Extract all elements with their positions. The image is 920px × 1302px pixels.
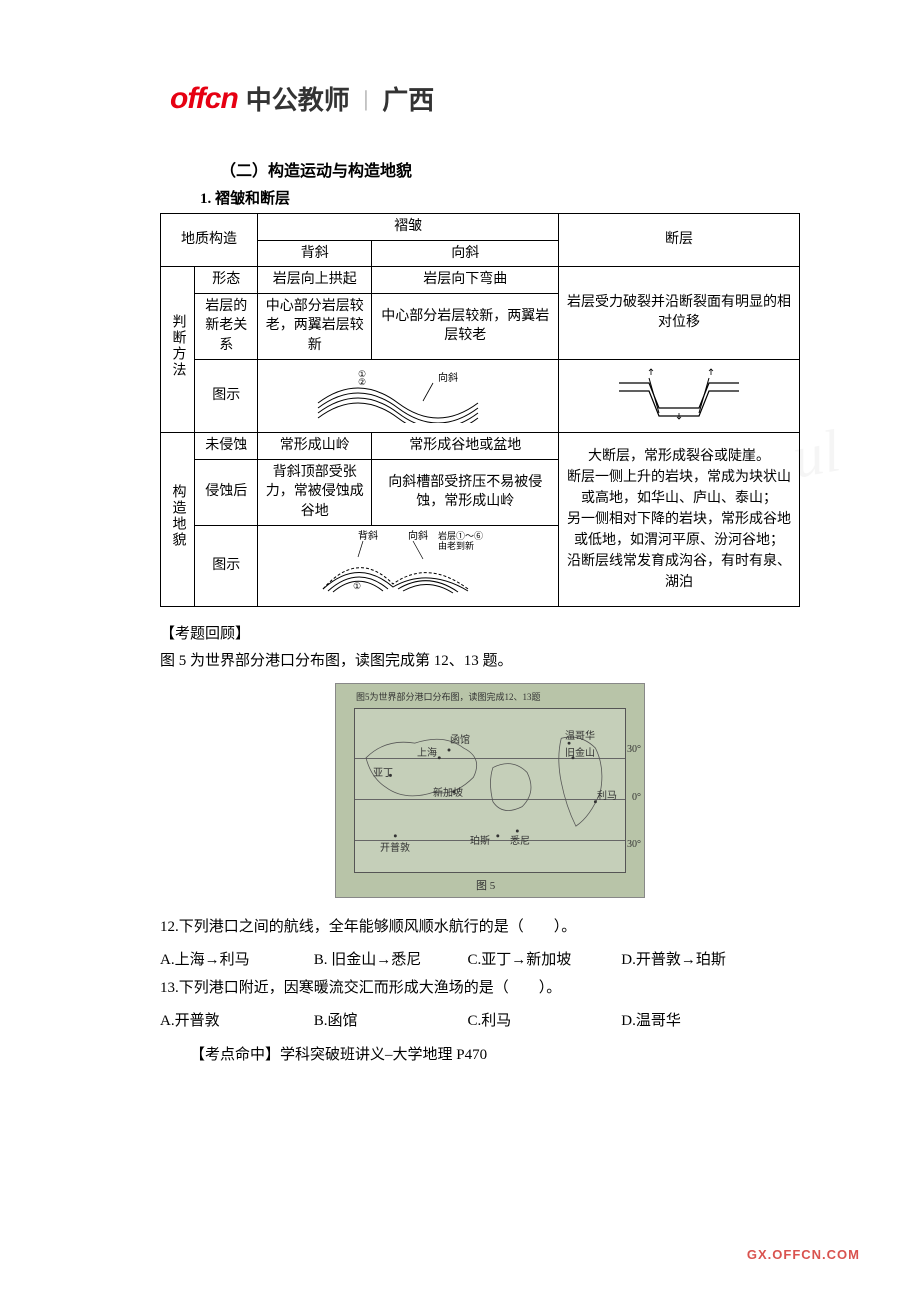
q13-opt-a: A.开普敦 <box>160 1007 310 1036</box>
q13-opt-c: C.利马 <box>468 1007 618 1036</box>
map-intro-text: 图 5 为世界部分港口分布图，读图完成第 12、13 题。 <box>160 649 820 673</box>
th-landform: 构造地貌 <box>168 484 188 548</box>
svg-text:岩层①～⑥: 岩层①～⑥ <box>438 530 483 541</box>
q12-opt-d: D.开普敦→珀斯 <box>621 946 771 975</box>
logo-zhonggong: 中公教师 <box>246 80 350 117</box>
logo-region: 广西 <box>382 80 434 117</box>
cell-fault-landform: 大断层，常形成裂谷或陡崖。 断层一侧上升的岩块，常成为块状山或高地，如华山、庐山… <box>559 433 800 607</box>
th-syncline: 向斜 <box>372 240 559 267</box>
cell-shape-anti: 岩层向上拱起 <box>258 267 372 294</box>
content-area: （二）构造运动与构造地貌 1. 褶皱和断层 地质构造 褶皱 断层 背斜 向斜 判… <box>160 157 820 1064</box>
row-uneroded: 未侵蚀 <box>195 433 258 460</box>
cell-shape-syn: 岩层向下弯曲 <box>372 267 559 294</box>
map-top-text: 图5为世界部分港口分布图，读图完成12、13题 <box>356 690 541 703</box>
th-fault: 断层 <box>559 214 800 267</box>
th-geo-structure: 地质构造 <box>161 214 258 267</box>
footer-url: GX.OFFCN.COM <box>747 1247 860 1262</box>
svg-text:岩层①～④由新到老: 岩层①～④由新到老 <box>378 422 459 423</box>
th-anticline: 背斜 <box>258 240 372 267</box>
fold-diagram-svg: ① ② 向斜 背斜 岩层①～④由新到老 <box>308 363 508 423</box>
svg-text:由老到新: 由老到新 <box>438 540 474 551</box>
q12-opt-a: A.上海→利马 <box>160 946 310 975</box>
cell-eroded-syn: 向斜槽部受挤压不易被侵蚀，常形成山岭 <box>372 459 559 525</box>
hit-text: 【考点命中】学科突破班讲义–大学地理 P470 <box>190 1043 820 1064</box>
cell-age-syn: 中心部分岩层较新，两翼岩层较老 <box>372 293 559 359</box>
cell-eroded-anti: 背斜顶部受张力，常被侵蚀成谷地 <box>258 459 372 525</box>
map-label-xini: 悉尼 <box>510 832 530 847</box>
cell-fold-diagram: ① ② 向斜 背斜 岩层①～④由新到老 <box>258 359 559 433</box>
world-map-figure: 图5为世界部分港口分布图，读图完成12、13题 温哥华 函馆 <box>335 683 645 898</box>
geology-table: 地质构造 褶皱 断层 背斜 向斜 判断方法 形态 岩层向上拱起 岩层向下弯曲 岩… <box>160 213 800 607</box>
cell-age-anti: 中心部分岩层较老，两翼岩层较新 <box>258 293 372 359</box>
question-12-options: A.上海→利马 B. 旧金山→悉尼 C.亚丁→新加坡 D.开普敦→珀斯 <box>160 946 820 975</box>
fault-diagram-svg <box>609 363 749 423</box>
logo-divider: | <box>364 86 368 112</box>
cell-uneroded-anti: 常形成山岭 <box>258 433 372 460</box>
svg-text:背斜: 背斜 <box>348 422 366 423</box>
row-eroded: 侵蚀后 <box>195 459 258 525</box>
fold-diagram-2-svg: 背斜 向斜 岩层①～⑥ 由老到新 ① <box>303 529 513 597</box>
cell-fault-judge: 岩层受力破裂并沿断裂面有明显的相对位移 <box>559 267 800 359</box>
map-caption: 图 5 <box>476 877 495 893</box>
q12-opt-b: B. 旧金山→悉尼 <box>314 946 464 975</box>
logo-offcn: offcn <box>170 82 238 116</box>
map-label-kaipudun: 开普敦 <box>380 839 410 854</box>
review-title: 【考题回顾】 <box>160 622 820 643</box>
svg-text:②: ② <box>358 377 366 387</box>
svg-text:①: ① <box>353 581 361 591</box>
cell-uneroded-syn: 常形成谷地或盆地 <box>372 433 559 460</box>
q13-opt-b: B.函馆 <box>314 1007 464 1036</box>
row-diagram-2: 图示 <box>195 525 258 607</box>
question-13-options: A.开普敦 B.函馆 C.利马 D.温哥华 <box>160 1007 820 1036</box>
map-label-hanguan: 函馆 <box>450 731 470 746</box>
question-13: 13.下列港口附近，因寒暖流交汇而形成大渔场的是（ ）。 <box>160 974 820 1003</box>
map-label-bosi: 珀斯 <box>470 832 490 847</box>
svg-text:向斜: 向斜 <box>438 371 458 384</box>
logo-row: offcn 中公教师 | 广西 <box>170 80 860 117</box>
map-label-shanghai: 上海 <box>417 744 437 759</box>
row-age: 岩层的新老关系 <box>195 293 258 359</box>
th-fold: 褶皱 <box>258 214 559 241</box>
q13-opt-d: D.温哥华 <box>621 1007 771 1036</box>
map-lat-30n: 30° <box>627 744 641 755</box>
map-label-lima: 利马 <box>597 787 617 802</box>
map-inner: 温哥华 函馆 上海 旧金山 亚丁 新加坡 利马 开普敦 悉尼 珀斯 <box>354 708 626 873</box>
map-label-xinjiapo: 新加坡 <box>433 784 463 799</box>
map-label-jiujinshan: 旧金山 <box>565 744 595 759</box>
sub-title: 1. 褶皱和断层 <box>200 187 820 208</box>
question-12: 12.下列港口之间的航线，全年能够顺风顺水航行的是（ ）。 <box>160 913 820 942</box>
svg-text:向斜: 向斜 <box>408 529 428 542</box>
section-title: （二）构造运动与构造地貌 <box>220 157 820 181</box>
row-shape: 形态 <box>195 267 258 294</box>
th-judge-method: 判断方法 <box>168 314 188 378</box>
row-diagram: 图示 <box>195 359 258 433</box>
cell-fold-diagram-2: 背斜 向斜 岩层①～⑥ 由老到新 ① <box>258 525 559 607</box>
map-lat-30s: 30° <box>627 839 641 850</box>
map-label-wengehua: 温哥华 <box>565 727 595 742</box>
svg-text:背斜: 背斜 <box>358 529 378 542</box>
map-lat-0: 0° <box>632 792 641 803</box>
map-label-yading: 亚丁 <box>373 764 393 779</box>
q12-opt-c: C.亚丁→新加坡 <box>468 946 618 975</box>
cell-fault-diagram <box>559 359 800 433</box>
